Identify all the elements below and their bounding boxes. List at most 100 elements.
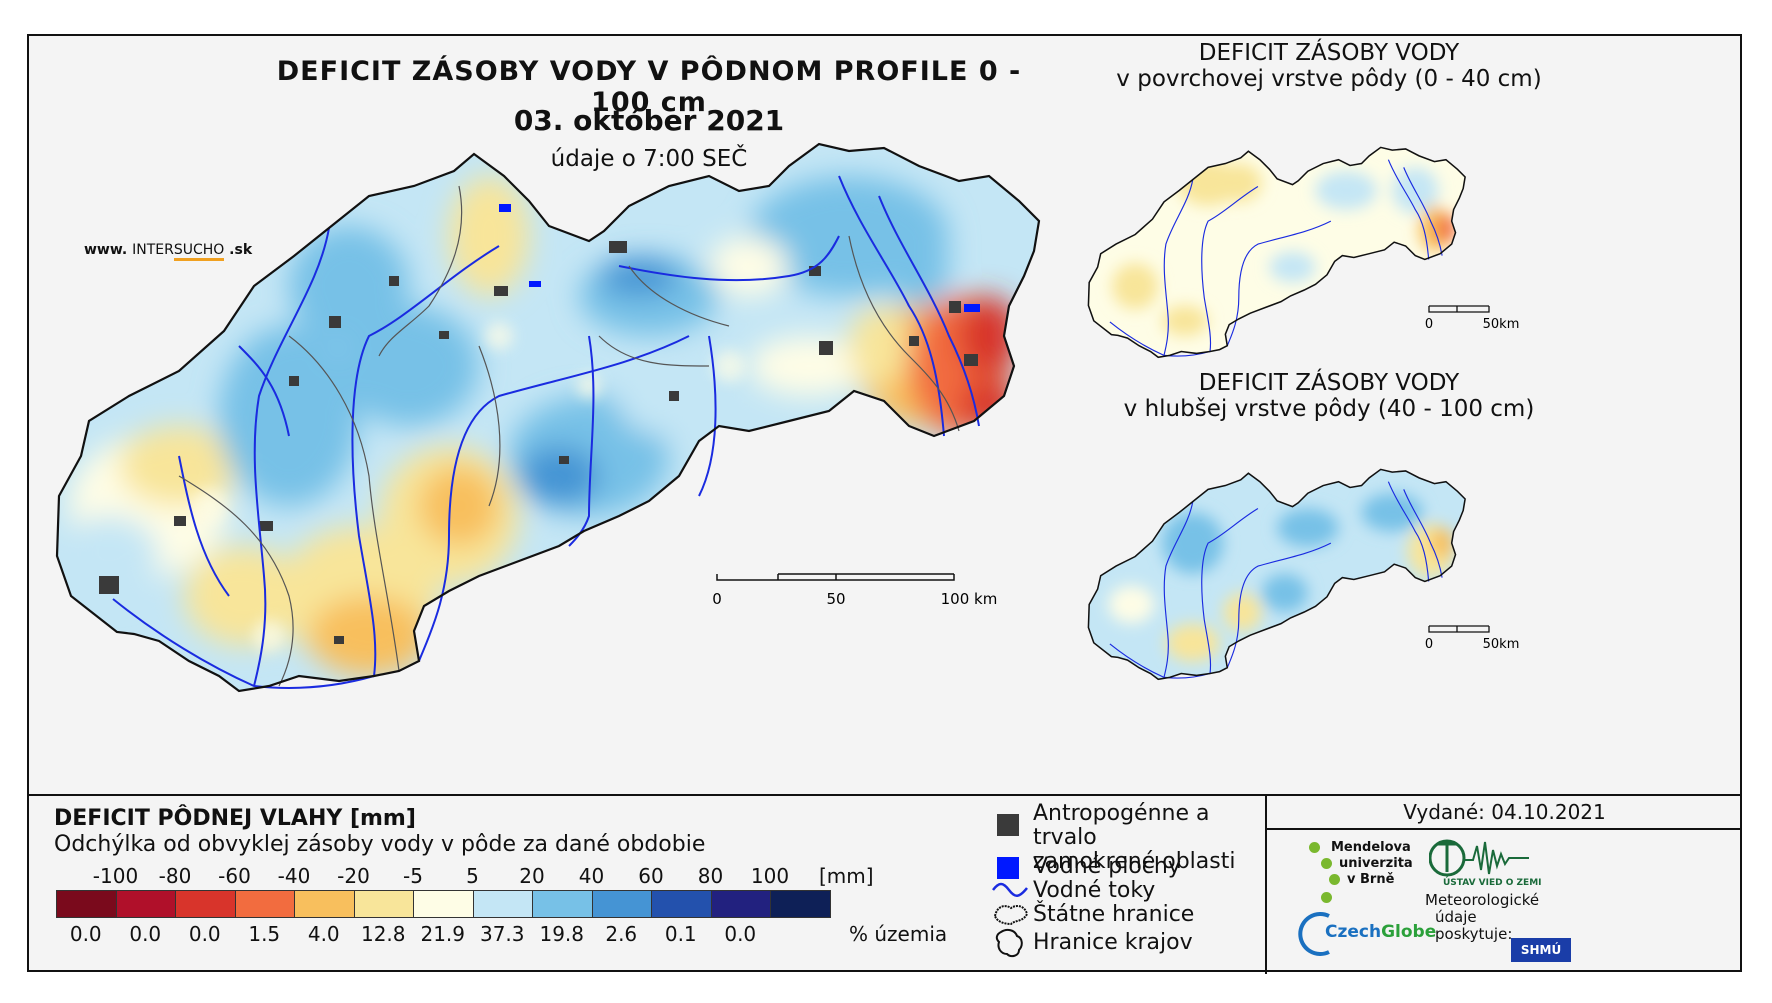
scale-label-100: 100 km <box>941 590 998 608</box>
uvgz-text: ÚSTAV VIED O ZEMI <box>1443 878 1542 888</box>
water-body <box>964 304 980 312</box>
legend-separator-vertical <box>1265 796 1267 974</box>
czechglobe-text: CzechGlobe <box>1325 922 1436 942</box>
meteo-text: Meteorologické údaje poskytuje: <box>1425 892 1539 943</box>
legend-unit: [mm] <box>819 864 874 888</box>
legend-percentage: 0.1 <box>664 922 697 946</box>
legend-percentage: 0.0 <box>188 922 221 946</box>
water-bodies <box>499 204 980 312</box>
region-borders <box>178 185 960 687</box>
legend-percentage: 0.0 <box>724 922 757 946</box>
legend-percentage: 2.6 <box>605 922 638 946</box>
main-scale-bar <box>716 573 955 581</box>
legend-swatch <box>56 890 117 918</box>
rivers <box>112 175 980 689</box>
time-note: údaje o 7:00 SEČ <box>550 146 748 172</box>
legend-pct-unit: % územia <box>849 922 948 946</box>
czechglobe-text-b: Globe <box>1381 922 1437 942</box>
mendel-text: Mendelova univerzita v Brně <box>1331 840 1413 888</box>
legend-percentage: 0.0 <box>129 922 162 946</box>
legend-item-antropogenic-line2: zamokrené oblasti <box>1033 849 1236 874</box>
mendel-line2: univerzita <box>1339 856 1413 871</box>
legend-ticks: -100 -80 -60 -40 -20 -5 5 20 40 60 80 100 <box>29 864 1029 890</box>
website-link[interactable]: www. INTERSUCHO .sk <box>84 242 253 261</box>
legend-tick-label: -40 <box>277 864 311 888</box>
website-brand-b: SUCHO <box>173 242 225 261</box>
legend-title: DEFICIT PÔDNEJ VLAHY [mm] <box>54 806 416 831</box>
legend-swatch <box>532 890 593 918</box>
issued-label: Vydané: 04.10.2021 <box>1403 800 1606 824</box>
river-line-icon <box>992 882 1028 897</box>
meteo-line2: údaje <box>1435 908 1477 926</box>
legend-tick-label: -80 <box>158 864 192 888</box>
inset-top-scale-0: 0 <box>1425 317 1433 332</box>
legend-percentage: 37.3 <box>479 922 525 946</box>
scale-label-50: 50 <box>826 590 845 608</box>
legend-tick-label: 60 <box>638 864 664 888</box>
inset-bottom-scale-0: 0 <box>1425 637 1433 652</box>
website-prefix: www. <box>84 242 133 258</box>
inset-bottom-title-line2: v hlubšej vrstve pôdy (40 - 100 cm) <box>1123 396 1535 422</box>
legend-item-rivers: Vodné toky <box>1033 878 1156 903</box>
legend-swatch <box>294 890 355 918</box>
meteo-line1: Meteorologické <box>1425 891 1540 909</box>
seismograph-icon <box>1428 839 1529 877</box>
main-map: 0 50 100 km <box>55 142 1041 693</box>
legend-item-water-bodies: Vodné plochy <box>1033 854 1181 879</box>
inset-bottom-scale-50: 50km <box>1483 637 1520 652</box>
website-suffix: .sk <box>224 242 253 258</box>
inset-top-scale-50: 50km <box>1483 317 1520 332</box>
czechglobe-text-a: Czech <box>1325 922 1382 942</box>
meteo-line3: poskytuje: <box>1435 925 1513 943</box>
blue-square-icon <box>997 857 1019 879</box>
legend-percentages: 0.0 0.0 0.0 1.5 4.0 12.8 21.9 37.3 19.8 2.6 0.1 0.0 <box>29 922 1029 948</box>
czechglobe-logo: CzechGlobe <box>1297 912 1436 962</box>
legend-percentage: 0.0 <box>69 922 102 946</box>
mendel-line1: Mendelova <box>1331 840 1411 855</box>
mendel-line3: v Brně <box>1347 872 1395 887</box>
inset-top-title: DEFICIT ZÁSOBY VODY v povrchovej vrstve … <box>1094 40 1564 92</box>
legend-tick-label: -100 <box>92 864 139 888</box>
legend-swatch <box>175 890 236 918</box>
legend-tick-label: 40 <box>578 864 605 888</box>
inset-bottom-title-line1: DEFICIT ZÁSOBY VODY <box>1198 370 1460 396</box>
state-border-icon <box>993 905 1029 926</box>
czechglobe-arc-icon <box>1298 912 1330 956</box>
legend-swatch <box>472 890 533 918</box>
legend-item-state-borders: Štátne hranice <box>1033 902 1195 927</box>
legend-percentage: 1.5 <box>248 922 281 946</box>
legend-swatch <box>770 890 831 918</box>
urban-area <box>99 576 119 594</box>
region-border <box>178 475 294 687</box>
legend-tick-label: 100 <box>750 864 790 888</box>
main-date: 03. október 2021 <box>513 104 785 137</box>
inset-bottom-scale: 0 50km <box>1425 625 1520 652</box>
legend-swatch <box>591 890 652 918</box>
legend-swatch <box>651 890 712 918</box>
legend-tick-label: -60 <box>218 864 251 888</box>
legend-item-antropogenic-line1: Antropogénne a trvalo <box>1033 801 1210 850</box>
legend-swatch <box>353 890 414 918</box>
main-title: DEFICIT ZÁSOBY VODY V PÔDNOM PROFILE 0 -… <box>276 56 1022 118</box>
mendel-dot-icon <box>1309 842 1320 853</box>
legend-swatch <box>413 890 474 918</box>
urban-areas <box>99 241 978 644</box>
inset-top-map <box>1087 146 1466 359</box>
shmu-text: SHMÚ <box>1520 943 1562 957</box>
legend-swatch <box>115 890 176 918</box>
legend-item-antropogenic: Antropogénne a trvalo zamokrené oblasti <box>1033 802 1269 874</box>
map-feature-legend: Antropogénne a trvalo zamokrené oblasti … <box>989 802 1269 970</box>
legend-band: DEFICIT PÔDNEJ VLAHY [mm] Odchýlka od ob… <box>29 794 1742 974</box>
legend-tick-label: -5 <box>403 864 423 888</box>
website-brand-a: INTER <box>132 242 174 258</box>
grey-square-icon <box>997 814 1019 836</box>
scale-label-0: 0 <box>712 590 722 608</box>
legend-swatches <box>29 890 1029 918</box>
legend-swatch <box>710 890 771 918</box>
legend-subtitle: Odchýlka od obvyklej zásoby vody v pôde … <box>54 832 706 857</box>
inset-top-scale: 0 50km <box>1425 305 1520 332</box>
legend-percentage: 21.9 <box>420 922 466 946</box>
legend-tick-label: -20 <box>337 864 370 888</box>
legend-tick-label: 80 <box>697 864 724 888</box>
legend-tick-label: 20 <box>519 864 545 888</box>
